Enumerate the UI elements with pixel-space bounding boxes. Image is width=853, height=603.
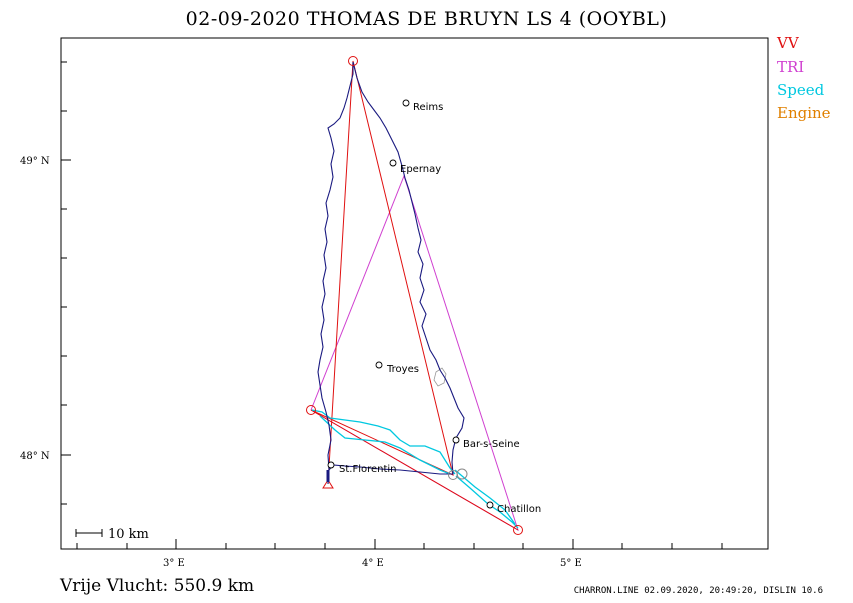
observation-zones bbox=[448, 468, 468, 480]
legend-engine: Engine bbox=[777, 104, 831, 122]
x-tick-label-3e: 3° E bbox=[163, 558, 185, 569]
place-label-chatillon: Chatillon bbox=[497, 504, 541, 515]
place-marker-epernay bbox=[389, 159, 397, 167]
turnpoint-north bbox=[348, 56, 358, 66]
turnpoint-southeast bbox=[513, 525, 523, 535]
place-marker-bar-s-seine bbox=[452, 436, 460, 444]
place-label-reims: Reims bbox=[413, 102, 443, 113]
chart-title: 02-09-2020 THOMAS DE BRUYN LS 4 (OOYBL) bbox=[185, 8, 668, 30]
speed-segment-2 bbox=[319, 415, 451, 475]
vv-route bbox=[310, 60, 519, 531]
speed-segment-3 bbox=[455, 475, 519, 529]
lake-outline bbox=[433, 367, 447, 387]
map-frame bbox=[60, 37, 769, 550]
legend-speed: Speed bbox=[777, 81, 825, 99]
place-markers bbox=[327, 99, 494, 509]
place-marker-chatillon bbox=[486, 501, 494, 509]
legend-vv: VV bbox=[777, 34, 799, 52]
free-flight-distance: Vrije Vlucht: 550.9 km bbox=[60, 576, 255, 596]
place-label-troyes: Troyes bbox=[386, 364, 419, 375]
x-tick-label-4e: 4° E bbox=[362, 558, 384, 569]
place-marker-reims bbox=[402, 99, 410, 107]
flight-track bbox=[317, 61, 465, 485]
turnpoints bbox=[306, 56, 523, 535]
y-tick-label-49n: 49° N bbox=[20, 156, 50, 167]
turnpoint-zone-2 bbox=[456, 468, 468, 480]
x-tick-label-5e: 5° E bbox=[560, 558, 582, 569]
speed-segment-4 bbox=[454, 469, 516, 525]
scale-bar-label: 10 km bbox=[108, 527, 149, 542]
y-axis-ticks bbox=[61, 61, 71, 505]
tri-triangle bbox=[310, 174, 519, 532]
place-marker-troyes bbox=[375, 361, 383, 369]
place-label-bar-s-seine: Bar-s-Seine bbox=[463, 439, 520, 450]
y-tick-label-48n: 48° N bbox=[20, 451, 50, 462]
start-marker bbox=[322, 470, 334, 489]
speed-segment-1 bbox=[311, 409, 456, 475]
place-marker-st-florentin bbox=[327, 461, 335, 469]
legend-tri: TRI bbox=[777, 58, 805, 76]
scale-bar: 10 km bbox=[75, 527, 149, 542]
turnpoint-west bbox=[306, 405, 316, 415]
place-label-st-florentin: St.Florentin bbox=[339, 464, 397, 475]
credits-line: CHARRON.LINE 02.09.2020, 20:49:20, DISLI… bbox=[573, 586, 823, 596]
place-label-epernay: Epernay bbox=[400, 164, 441, 175]
x-axis-ticks bbox=[76, 539, 723, 549]
